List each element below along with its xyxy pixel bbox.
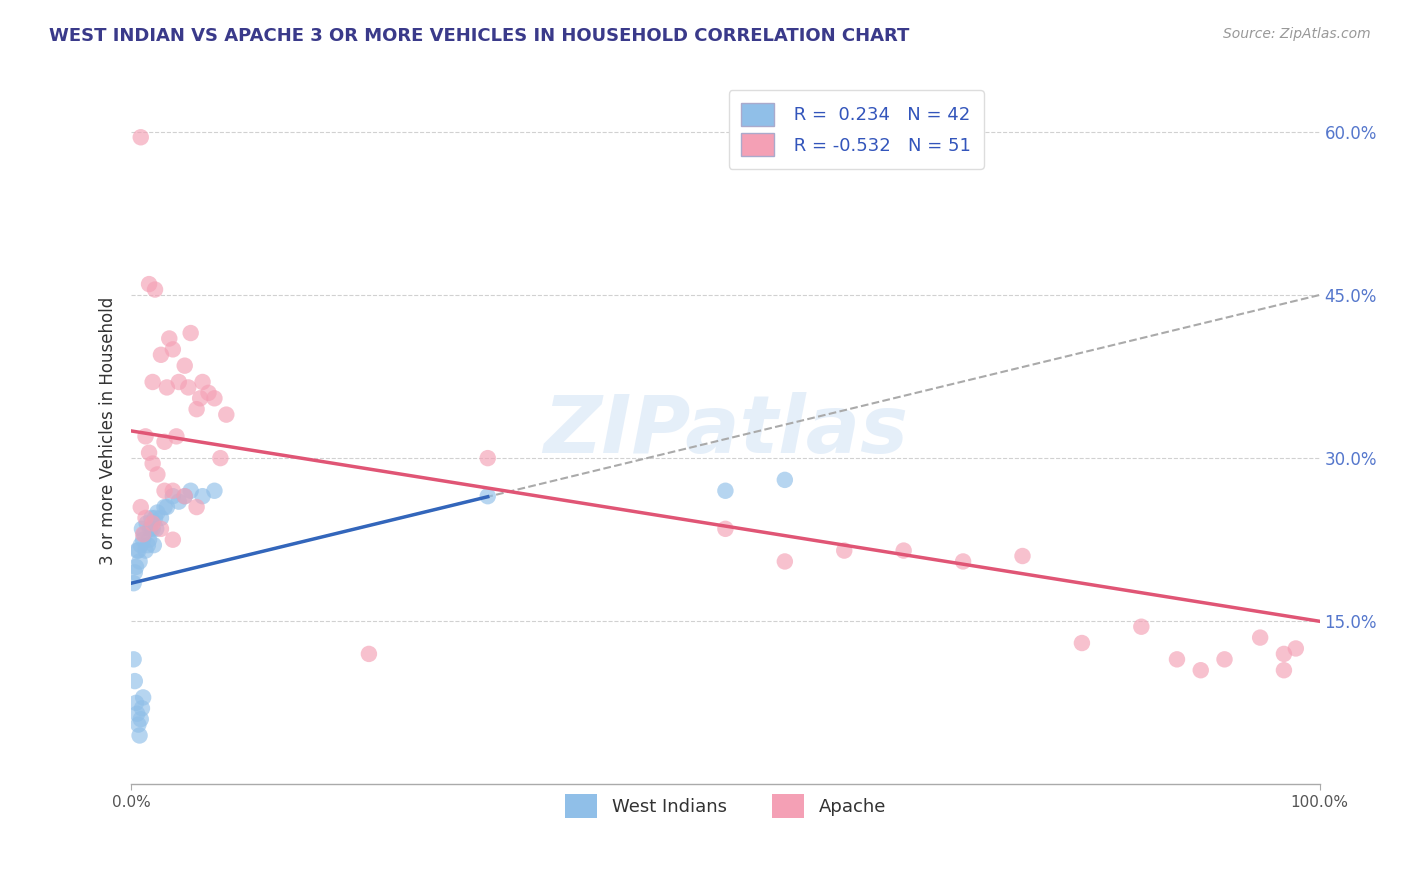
Point — [127, 717, 149, 731]
Point — [139, 522, 162, 536]
Point — [157, 331, 180, 345]
Point — [131, 522, 153, 536]
Point — [1070, 636, 1092, 650]
Point — [1130, 620, 1153, 634]
Point — [135, 516, 157, 531]
Point — [162, 489, 184, 503]
Point — [209, 451, 232, 466]
Point — [127, 543, 149, 558]
Point — [477, 451, 499, 466]
Point — [180, 483, 202, 498]
Point — [125, 560, 148, 574]
Point — [134, 527, 156, 541]
Point — [129, 130, 152, 145]
Point — [129, 712, 152, 726]
Point — [153, 434, 176, 449]
Point — [146, 467, 169, 482]
Point — [204, 392, 226, 406]
Point — [167, 375, 190, 389]
Point — [132, 527, 155, 541]
Point — [149, 511, 172, 525]
Point — [127, 706, 149, 721]
Point — [122, 652, 145, 666]
Y-axis label: 3 or more Vehicles in Household: 3 or more Vehicles in Household — [100, 297, 117, 565]
Point — [1285, 641, 1308, 656]
Point — [132, 690, 155, 705]
Point — [1166, 652, 1188, 666]
Point — [167, 494, 190, 508]
Point — [128, 729, 150, 743]
Point — [1272, 663, 1295, 677]
Point — [173, 489, 195, 503]
Point — [149, 522, 172, 536]
Point — [127, 543, 149, 558]
Point — [191, 375, 214, 389]
Point — [773, 554, 796, 568]
Point — [952, 554, 974, 568]
Point — [134, 543, 156, 558]
Point — [1249, 631, 1271, 645]
Point — [162, 343, 184, 357]
Point — [141, 511, 163, 525]
Point — [714, 483, 737, 498]
Point — [1213, 652, 1236, 666]
Point — [893, 543, 915, 558]
Point — [145, 522, 167, 536]
Point — [146, 506, 169, 520]
Point — [188, 392, 211, 406]
Point — [138, 277, 160, 291]
Point — [186, 402, 208, 417]
Point — [132, 533, 155, 547]
Point — [1189, 663, 1212, 677]
Point — [204, 483, 226, 498]
Point — [153, 500, 176, 514]
Point — [129, 538, 152, 552]
Point — [142, 375, 165, 389]
Point — [122, 576, 145, 591]
Point — [162, 483, 184, 498]
Point — [136, 538, 159, 552]
Point — [143, 283, 166, 297]
Point — [124, 566, 146, 580]
Point — [153, 483, 176, 498]
Point — [832, 543, 855, 558]
Point — [149, 348, 172, 362]
Text: WEST INDIAN VS APACHE 3 OR MORE VEHICLES IN HOUSEHOLD CORRELATION CHART: WEST INDIAN VS APACHE 3 OR MORE VEHICLES… — [49, 27, 910, 45]
Point — [142, 457, 165, 471]
Point — [773, 473, 796, 487]
Point — [1272, 647, 1295, 661]
Point — [142, 516, 165, 531]
Point — [124, 674, 146, 689]
Point — [156, 500, 179, 514]
Point — [177, 380, 200, 394]
Point — [142, 538, 165, 552]
Point — [142, 522, 165, 536]
Point — [134, 429, 156, 443]
Point — [131, 701, 153, 715]
Point — [357, 647, 380, 661]
Point — [173, 489, 195, 503]
Point — [129, 500, 152, 514]
Point — [162, 533, 184, 547]
Point — [180, 326, 202, 340]
Point — [165, 429, 187, 443]
Point — [173, 359, 195, 373]
Point — [138, 445, 160, 459]
Point — [134, 511, 156, 525]
Point — [143, 511, 166, 525]
Legend: West Indians, Apache: West Indians, Apache — [558, 788, 893, 825]
Point — [125, 696, 148, 710]
Point — [215, 408, 238, 422]
Point — [197, 385, 219, 400]
Text: Source: ZipAtlas.com: Source: ZipAtlas.com — [1223, 27, 1371, 41]
Point — [191, 489, 214, 503]
Point — [1011, 549, 1033, 563]
Point — [186, 500, 208, 514]
Point — [477, 489, 499, 503]
Point — [138, 533, 160, 547]
Point — [156, 380, 179, 394]
Point — [128, 554, 150, 568]
Point — [714, 522, 737, 536]
Text: ZIPatlas: ZIPatlas — [543, 392, 908, 470]
